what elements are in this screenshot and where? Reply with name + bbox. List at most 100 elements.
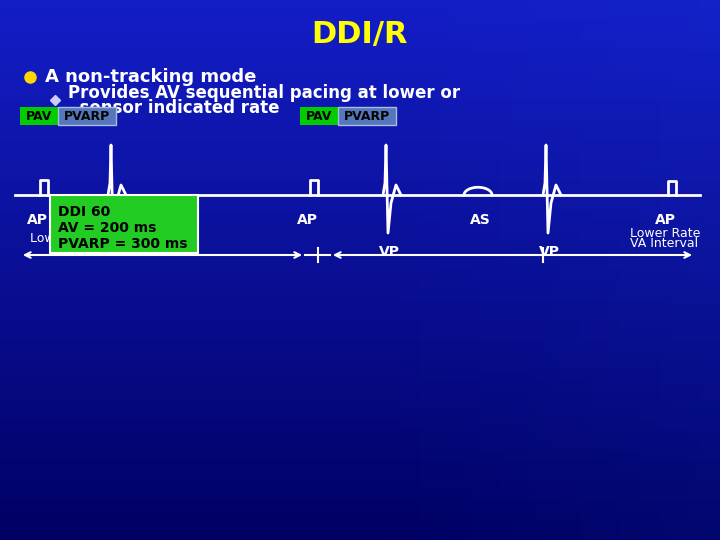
Bar	[0, 310, 720, 320]
Text: DDI/R: DDI/R	[312, 21, 408, 50]
Bar	[0, 280, 720, 290]
Text: AP: AP	[654, 213, 675, 227]
Text: Lower Rate: Lower Rate	[630, 227, 701, 240]
Bar	[0, 190, 720, 200]
Bar	[420, 0, 430, 540]
Bar	[0, 520, 720, 530]
Text: PVARP = 300 ms: PVARP = 300 ms	[58, 237, 187, 251]
Bar	[710, 0, 720, 540]
Bar	[400, 0, 410, 540]
Bar	[0, 170, 720, 180]
Bar	[0, 340, 720, 350]
Bar	[560, 0, 570, 540]
Bar	[0, 40, 720, 50]
Bar	[440, 0, 450, 540]
Bar	[0, 180, 720, 190]
Bar	[0, 370, 720, 380]
Bar	[490, 0, 500, 540]
Bar	[620, 0, 630, 540]
Bar	[0, 230, 720, 240]
Bar	[370, 0, 380, 540]
Bar	[580, 0, 590, 540]
Bar	[0, 240, 720, 250]
Text: AP: AP	[297, 213, 318, 227]
Text: Lower Rate Interval: Lower Rate Interval	[30, 232, 152, 245]
Bar	[430, 0, 440, 540]
Bar	[0, 400, 720, 410]
Bar	[0, 430, 720, 440]
Text: AP: AP	[27, 213, 48, 227]
Bar	[550, 0, 560, 540]
Bar	[0, 130, 720, 140]
Text: VA Interval: VA Interval	[630, 237, 698, 250]
Bar	[0, 210, 720, 220]
Bar	[0, 200, 720, 210]
Bar	[0, 420, 720, 430]
Bar	[58, 107, 116, 125]
Bar	[0, 30, 720, 40]
Bar	[510, 0, 520, 540]
Text: VP: VP	[104, 245, 125, 259]
Bar	[0, 150, 720, 160]
Bar	[660, 0, 670, 540]
Bar	[0, 160, 720, 170]
Text: DDI 60: DDI 60	[58, 205, 110, 219]
Bar	[0, 0, 720, 10]
Text: PVARP: PVARP	[64, 110, 110, 123]
Bar	[0, 90, 720, 100]
Bar	[0, 450, 720, 460]
Bar	[470, 0, 480, 540]
Bar	[0, 500, 720, 510]
Bar	[590, 0, 600, 540]
Bar	[0, 10, 720, 20]
Bar	[460, 0, 470, 540]
Bar	[690, 0, 700, 540]
Bar	[0, 120, 720, 130]
Bar	[0, 470, 720, 480]
Bar	[0, 290, 720, 300]
Bar	[0, 350, 720, 360]
Text: PAV: PAV	[26, 110, 52, 123]
Bar	[480, 0, 490, 540]
Bar	[0, 100, 720, 110]
Bar	[530, 0, 540, 540]
Bar	[0, 270, 720, 280]
Text: VP: VP	[539, 245, 559, 259]
Bar	[20, 107, 58, 125]
Bar	[450, 0, 460, 540]
Bar	[500, 0, 510, 540]
Text: A non-tracking mode: A non-tracking mode	[45, 68, 256, 86]
Text: PAV: PAV	[306, 110, 332, 123]
Text: VP: VP	[379, 245, 400, 259]
Bar	[380, 0, 390, 540]
Bar	[0, 140, 720, 150]
Bar	[600, 0, 610, 540]
Bar	[520, 0, 530, 540]
Bar	[0, 410, 720, 420]
Bar	[0, 510, 720, 520]
Bar	[0, 20, 720, 30]
Bar	[0, 460, 720, 470]
Bar	[360, 0, 370, 540]
Bar	[700, 0, 710, 540]
Bar	[0, 440, 720, 450]
Bar	[0, 480, 720, 490]
Text: AS: AS	[469, 213, 490, 227]
Bar	[0, 490, 720, 500]
Bar	[0, 380, 720, 390]
Bar	[570, 0, 580, 540]
Bar	[390, 0, 400, 540]
Bar	[0, 390, 720, 400]
Bar	[640, 0, 650, 540]
Bar	[540, 0, 550, 540]
Bar	[410, 0, 420, 540]
Bar	[0, 110, 720, 120]
Bar	[0, 320, 720, 330]
Bar	[0, 60, 720, 70]
Bar	[0, 300, 720, 310]
Text: AV = 200 ms: AV = 200 ms	[58, 221, 156, 235]
Bar	[610, 0, 620, 540]
Bar	[50, 195, 198, 253]
Bar	[0, 80, 720, 90]
Bar	[630, 0, 640, 540]
